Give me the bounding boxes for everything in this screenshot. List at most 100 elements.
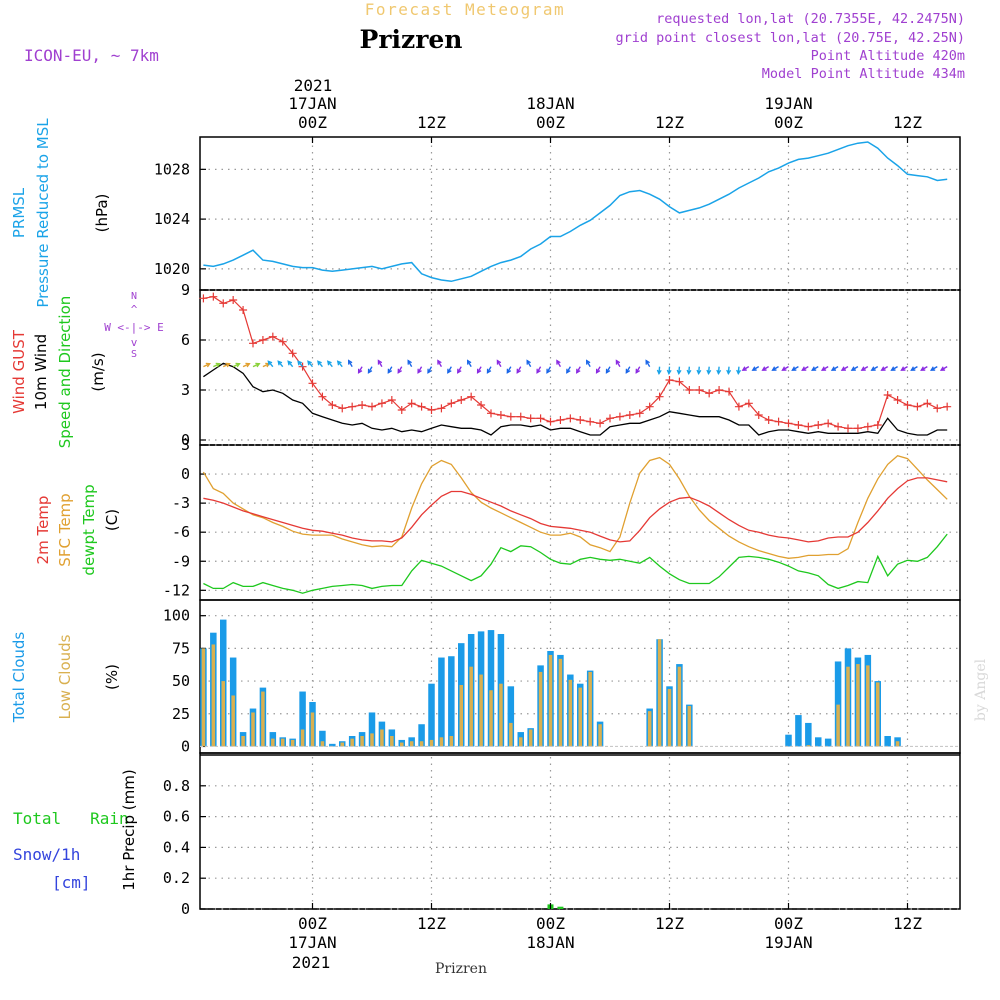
low-clouds-bar (310, 712, 315, 747)
wind-dir-arrow (939, 366, 948, 371)
wind-dir-arrow (771, 366, 779, 371)
low-clouds-bar (231, 695, 235, 747)
top-hour-label: 12Z (655, 113, 684, 132)
y-tick-label: 3 (181, 436, 190, 454)
point-altitude: Point Altitude 420m (811, 48, 965, 64)
wind-dir-arrow (726, 366, 732, 375)
gust-point (278, 337, 287, 346)
low-clouds-bar (489, 690, 493, 747)
wind-dir-arrow (676, 366, 682, 375)
wind-dir-arrow (761, 366, 770, 371)
gust-point (338, 404, 347, 413)
gust-point (457, 396, 466, 404)
low-clouds-bar (598, 724, 602, 747)
rain-bar (557, 906, 564, 909)
wind-dir-arrow (407, 359, 413, 368)
gust-point (824, 419, 833, 428)
y-tick-label: 0 (181, 431, 190, 449)
wind-dir-arrow (387, 366, 393, 374)
wind-dir-label: Speed and Direction (56, 296, 74, 449)
wind-dir-arrow (496, 359, 502, 368)
grid-point-coords: grid point closest lon,lat (20.75E, 42.2… (616, 30, 966, 46)
wind-dir-arrow (287, 360, 294, 368)
low-clouds-bar (578, 687, 582, 747)
total-clouds-bar (507, 686, 515, 747)
y-tick-label: 100 (163, 607, 190, 625)
compass-s: S (131, 349, 137, 360)
gust-point (526, 414, 535, 423)
wind-dir-arrow (751, 366, 760, 371)
top-hour-label: 12Z (893, 113, 922, 132)
footer-location: Prizren (435, 961, 487, 977)
low-clouds-bar (201, 648, 206, 747)
gust-line (203, 296, 948, 429)
precip-unit: 1hr Precip (mm) (120, 769, 138, 890)
low-clouds-bar (439, 737, 444, 747)
wind-dir-arrow (870, 366, 879, 371)
gust-point (715, 386, 724, 394)
dewpt-label: dewpt Temp (80, 484, 98, 575)
low-clouds-bar (846, 666, 850, 747)
wind-dir-arrow (880, 366, 889, 371)
gust-point (258, 336, 267, 344)
model-altitude: Model Point Altitude 434m (762, 66, 965, 82)
gust-point (576, 416, 585, 424)
gust-point (665, 376, 674, 384)
wind-dir-arrow (437, 359, 443, 368)
low-clouds-bar (548, 654, 553, 747)
wind-dir-arrow (536, 366, 542, 374)
gust-point (844, 424, 852, 433)
y-tick-label: 0 (181, 900, 190, 918)
wind-dir-arrow (820, 366, 829, 371)
prmsl-line (203, 141, 948, 283)
gust-point (883, 391, 892, 399)
total-clouds-bar (884, 736, 891, 747)
gust-point (496, 411, 505, 419)
wind-dir-arrow (466, 359, 472, 368)
wind-dir-arrow (890, 366, 898, 371)
gust-point (675, 377, 684, 386)
compass-ns-arrow-top: ^ (131, 303, 138, 316)
total-clouds-bar (834, 661, 842, 747)
dewpt-line (203, 533, 948, 594)
wind-dir-arrow (447, 366, 452, 374)
gust-point (705, 389, 714, 398)
pressure-labels: PRMSL Pressure Reduced to MSL (hPa) (10, 118, 111, 308)
gust-point (834, 422, 843, 431)
precip-labels: Total Rain Snow/1h [cm] 1hr Precip (mm) (13, 769, 138, 892)
wind-dir-arrow (595, 366, 601, 374)
total-clouds-bar (487, 630, 495, 747)
y-tick-label: 1020 (154, 260, 190, 278)
top-hour-label: 00Z (774, 113, 803, 132)
low-clouds-bar (588, 671, 592, 747)
low-clouds-bar (866, 665, 870, 747)
wind-dir-arrow (267, 360, 274, 368)
wind-dir-arrow (716, 366, 722, 375)
low-clouds-bar (657, 639, 662, 747)
gust-point (387, 396, 396, 404)
pressure-unit: (hPa) (93, 194, 111, 233)
wind-dir-arrow (397, 366, 403, 374)
y-tick-label: 0.6 (163, 808, 190, 826)
sfc-temp-label: SFC Temp (56, 493, 74, 566)
wind-dir-arrow (910, 366, 918, 371)
forecast-title: Forecast Meteogram (365, 0, 565, 19)
wind-dir-arrow (781, 366, 789, 371)
total-clouds-bar (368, 712, 376, 747)
top-year: 2021 (294, 76, 333, 95)
gust-point (933, 404, 942, 413)
low-clouds-bar (429, 739, 434, 747)
gust-point (725, 387, 733, 396)
top-date-label: 17JAN (288, 94, 336, 113)
low-clouds-bar (499, 683, 503, 747)
total-clouds-bar (815, 737, 822, 747)
wind-dir-arrow (696, 366, 702, 375)
low-clouds-bar (251, 712, 255, 747)
low-clouds-bar (300, 729, 305, 747)
low-clouds-bar (400, 742, 404, 747)
gust-point (417, 402, 426, 411)
gust-label: Wind GUST (10, 329, 28, 414)
requested-coords: requested lon,lat (20.7355E, 42.2475N) (656, 11, 965, 27)
